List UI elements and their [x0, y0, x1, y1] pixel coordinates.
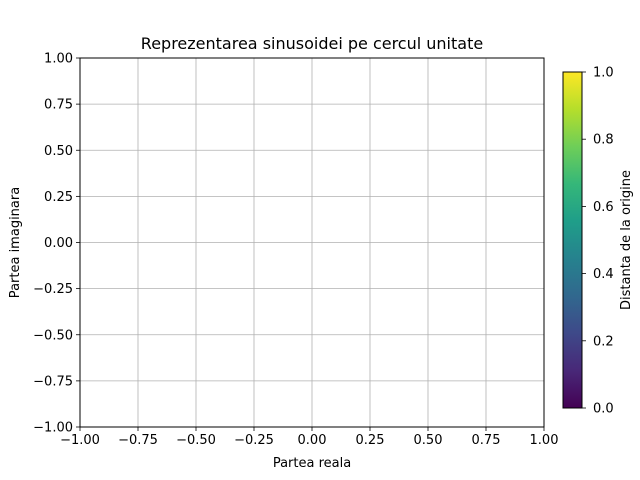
x-tick-label: −1.00: [60, 433, 100, 448]
y-tick-label: −0.50: [33, 328, 73, 343]
chart-title: Reprezentarea sinusoidei pe cercul unita…: [141, 34, 483, 53]
x-tick-label: 0.25: [356, 433, 385, 448]
colorbar-tick-label: 0.4: [593, 267, 614, 282]
x-tick-label: −0.75: [118, 433, 158, 448]
y-tick-label: 0.75: [44, 98, 73, 113]
x-tick-label: 0.75: [472, 433, 501, 448]
x-tick-label: −0.50: [176, 433, 216, 448]
x-axis-label: Partea reala: [273, 456, 351, 471]
y-tick-label: 0.50: [44, 144, 73, 159]
y-axis-ticks: −1.00 −0.75 −0.50 −0.25 0.00 0.25 0.50 0.75 1.00: [33, 52, 80, 436]
y-tick-label: −0.75: [33, 374, 73, 389]
colorbar-ticks: 0.0 0.2 0.4 0.6 0.8 1.0: [582, 66, 614, 417]
y-tick-label: 1.00: [44, 52, 73, 67]
colorbar-tick-label: 0.2: [593, 334, 614, 349]
x-tick-label: 0.00: [298, 433, 327, 448]
colorbar-tick-label: 1.0: [593, 66, 614, 81]
x-tick-label: 0.50: [414, 433, 443, 448]
y-tick-label: −0.25: [33, 282, 73, 297]
y-axis-label: Partea imaginara: [8, 187, 23, 298]
y-tick-label: 0.00: [44, 236, 73, 251]
colorbar: [562, 71, 583, 409]
colorbar-tick-label: 0.8: [593, 133, 614, 148]
colorbar-tick-label: 0.6: [593, 200, 614, 215]
x-tick-label: −0.25: [234, 433, 274, 448]
y-tick-label: 0.25: [44, 190, 73, 205]
y-tick-label: −1.00: [33, 421, 73, 436]
colorbar-tick-label: 0.0: [593, 402, 614, 417]
colorbar-label: Distanta de la origine: [619, 170, 634, 310]
x-tick-label: 1.00: [530, 433, 559, 448]
x-axis-ticks: −1.00 −0.75 −0.50 −0.25 0.00 0.25 0.50 0.75 1.00: [60, 427, 558, 448]
